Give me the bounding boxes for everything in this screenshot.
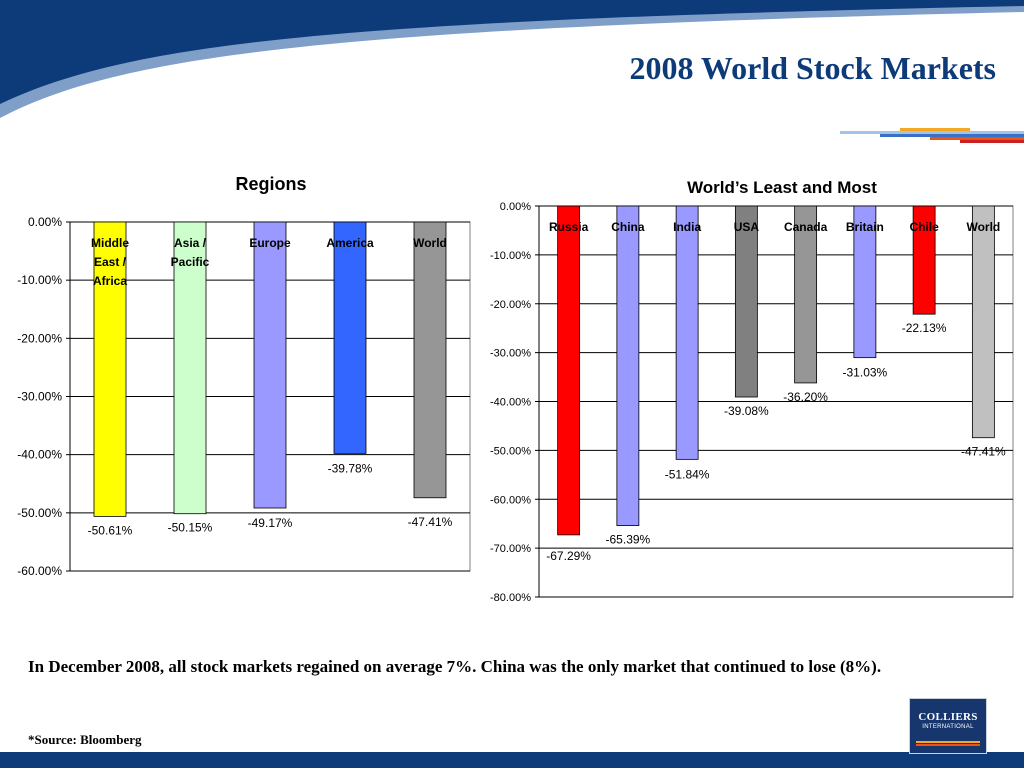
source-note: *Source: Bloomberg: [28, 732, 142, 747]
bar: [413, 221, 447, 499]
y-tick-label: -30.00%: [17, 390, 62, 404]
y-tick-label: -50.00%: [490, 445, 531, 457]
bar: [333, 221, 367, 454]
category-label: India: [673, 220, 701, 234]
footer-band: [0, 752, 1024, 768]
regions-chart: 0.00% -10.00% -20.00% -30.00% -40.00% -50.00%…: [17, 174, 471, 578]
category-label: Africa: [93, 274, 127, 288]
logo-subtitle: INTERNATIONAL: [922, 724, 974, 730]
data-label: -47.41%: [408, 515, 453, 529]
colliers-logo: COLLIERS INTERNATIONAL: [909, 698, 987, 754]
category-label: World: [966, 220, 1000, 234]
data-label: -50.61%: [88, 523, 133, 537]
data-label: -39.08%: [724, 404, 769, 418]
bar: [853, 205, 877, 359]
bar: [912, 205, 936, 315]
logo-wordmark: COLLIERS: [918, 711, 978, 723]
category-label: Pacific: [171, 255, 210, 269]
data-label: -67.29%: [546, 549, 591, 563]
data-label: -49.17%: [248, 516, 293, 530]
data-label: -31.03%: [843, 366, 888, 380]
y-tick-label: 0.00%: [500, 201, 531, 213]
category-label: Middle: [91, 236, 129, 250]
data-label: -36.20%: [783, 390, 828, 404]
bar: [794, 205, 818, 384]
y-tick-label: -30.00%: [490, 348, 531, 360]
y-tick-label: 0.00%: [28, 215, 62, 229]
header-band: [0, 0, 1024, 104]
data-label: -50.15%: [168, 521, 213, 535]
chart-title: Regions: [235, 174, 306, 194]
category-label: America: [326, 236, 374, 250]
caption-text: In December 2008, all stock markets rega…: [28, 657, 882, 676]
category-label: Asia /: [174, 236, 207, 250]
y-tick-label: -60.00%: [490, 494, 531, 506]
y-tick-label: -50.00%: [17, 506, 62, 520]
bar: [734, 205, 758, 398]
y-tick-label: -20.00%: [17, 331, 62, 345]
accent-stripes: [840, 128, 1024, 143]
category-label: Canada: [784, 220, 828, 234]
y-tick-label: -10.00%: [17, 273, 62, 287]
bar: [971, 205, 995, 439]
bar: [93, 221, 127, 517]
category-label: Chile: [909, 220, 939, 234]
category-label: USA: [734, 220, 760, 234]
category-label: China: [611, 220, 645, 234]
data-label: -65.39%: [606, 533, 651, 547]
category-label: Russia: [549, 220, 589, 234]
bar: [616, 205, 640, 526]
bar: [173, 221, 207, 515]
y-tick-label: -80.00%: [490, 592, 531, 604]
y-tick-label: -20.00%: [490, 299, 531, 311]
data-label: -22.13%: [902, 321, 947, 335]
y-tick-label: -10.00%: [490, 250, 531, 262]
chart-title: World’s Least and Most: [687, 178, 877, 197]
page-title: 2008 World Stock Markets: [629, 50, 996, 86]
data-label: -47.41%: [961, 445, 1006, 459]
y-tick-label: -40.00%: [17, 448, 62, 462]
y-tick-label: -60.00%: [17, 564, 62, 578]
data-label: -39.78%: [328, 461, 373, 475]
bar: [253, 221, 287, 509]
world-chart: 0.00% -10.00% -20.00% -30.00% -40.00% -50.00%…: [490, 178, 1014, 604]
bar: [557, 205, 581, 536]
category-label: World: [413, 236, 447, 250]
data-label: -51.84%: [665, 467, 710, 481]
category-label: Europe: [249, 236, 291, 250]
category-label: East /: [94, 255, 127, 269]
y-tick-label: -40.00%: [490, 397, 531, 409]
y-tick-label: -70.00%: [490, 543, 531, 555]
category-label: Britain: [846, 220, 884, 234]
bar: [675, 205, 699, 460]
logo-stripes: [916, 740, 980, 747]
